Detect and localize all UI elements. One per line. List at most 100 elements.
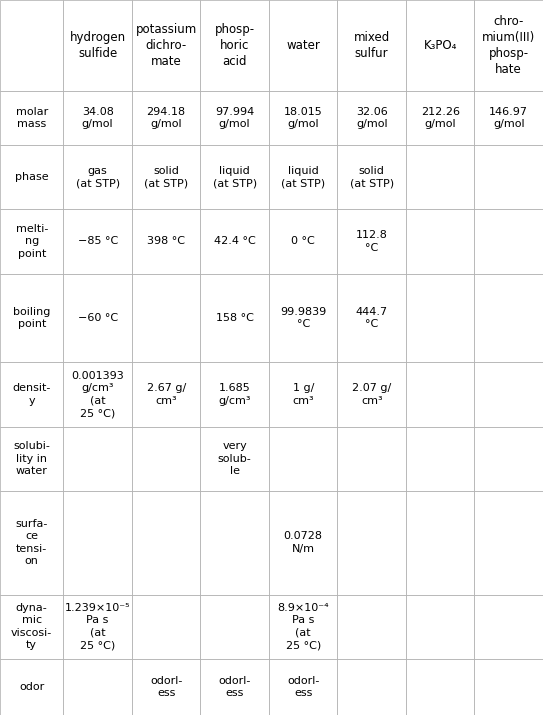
Bar [337, 594, 406, 659]
Bar [406, 659, 475, 715]
Text: 0 °C: 0 °C [292, 237, 315, 247]
Bar [132, 363, 200, 427]
Bar [337, 659, 406, 715]
Bar [269, 145, 337, 209]
Bar [475, 594, 543, 659]
Text: 444.7
°C: 444.7 °C [356, 307, 388, 329]
Text: odor: odor [19, 682, 45, 692]
Text: dyna-
mic
viscosi-
ty: dyna- mic viscosi- ty [11, 603, 52, 650]
Text: mixed
sulfur: mixed sulfur [353, 31, 390, 60]
Bar [269, 0, 337, 91]
Bar [406, 427, 475, 490]
Text: phosp-
horic
acid: phosp- horic acid [214, 23, 255, 68]
Bar [406, 490, 475, 594]
Text: 32.06
g/mol: 32.06 g/mol [356, 107, 388, 129]
Bar [406, 594, 475, 659]
Bar [132, 490, 200, 594]
Bar [64, 594, 132, 659]
Text: hydrogen
sulfide: hydrogen sulfide [70, 31, 126, 60]
Text: 2.07 g/
cm³: 2.07 g/ cm³ [352, 383, 392, 405]
Bar [200, 0, 269, 91]
Text: 1.685
g/cm³: 1.685 g/cm³ [218, 383, 251, 405]
Bar [475, 0, 543, 91]
Text: 294.18
g/mol: 294.18 g/mol [147, 107, 186, 129]
Bar [337, 274, 406, 363]
Bar [0, 209, 64, 274]
Bar [269, 490, 337, 594]
Text: 1 g/
cm³: 1 g/ cm³ [292, 383, 314, 405]
Bar [200, 209, 269, 274]
Bar [475, 427, 543, 490]
Bar [200, 91, 269, 145]
Bar [0, 363, 64, 427]
Bar [200, 363, 269, 427]
Bar [64, 490, 132, 594]
Bar [132, 274, 200, 363]
Bar [200, 594, 269, 659]
Bar [475, 490, 543, 594]
Bar [200, 490, 269, 594]
Text: very
solub-
le: very solub- le [218, 441, 251, 476]
Bar [64, 274, 132, 363]
Bar [0, 659, 64, 715]
Bar [132, 427, 200, 490]
Bar [200, 659, 269, 715]
Bar [406, 0, 475, 91]
Bar [475, 274, 543, 363]
Text: 146.97
g/mol: 146.97 g/mol [489, 107, 528, 129]
Text: K₃PO₄: K₃PO₄ [424, 39, 457, 52]
Bar [0, 594, 64, 659]
Bar [0, 91, 64, 145]
Text: melti-
ng
point: melti- ng point [16, 224, 48, 259]
Bar [200, 274, 269, 363]
Text: odorl-
ess: odorl- ess [287, 676, 319, 698]
Bar [64, 659, 132, 715]
Bar [132, 209, 200, 274]
Bar [337, 427, 406, 490]
Text: 212.26
g/mol: 212.26 g/mol [421, 107, 460, 129]
Text: phase: phase [15, 172, 48, 182]
Text: 97.994
g/mol: 97.994 g/mol [215, 107, 254, 129]
Text: chro-
mium(III)
phosp-
hate: chro- mium(III) phosp- hate [482, 15, 535, 76]
Text: 2.67 g/
cm³: 2.67 g/ cm³ [147, 383, 186, 405]
Bar [269, 594, 337, 659]
Text: solid
(at STP): solid (at STP) [144, 166, 188, 189]
Text: 112.8
°C: 112.8 °C [356, 230, 388, 252]
Text: 0.001393
g/cm³
(at
25 °C): 0.001393 g/cm³ (at 25 °C) [71, 371, 124, 418]
Text: 0.0728
N/m: 0.0728 N/m [283, 531, 323, 554]
Bar [132, 594, 200, 659]
Bar [337, 490, 406, 594]
Bar [337, 209, 406, 274]
Text: boiling
point: boiling point [13, 307, 50, 329]
Bar [269, 274, 337, 363]
Bar [0, 145, 64, 209]
Text: surfa-
ce
tensi-
on: surfa- ce tensi- on [16, 519, 48, 566]
Bar [64, 91, 132, 145]
Text: 8.9×10⁻⁴
Pa s
(at
25 °C): 8.9×10⁻⁴ Pa s (at 25 °C) [277, 603, 329, 650]
Text: liquid
(at STP): liquid (at STP) [281, 166, 325, 189]
Text: gas
(at STP): gas (at STP) [75, 166, 119, 189]
Bar [64, 427, 132, 490]
Bar [64, 209, 132, 274]
Text: 18.015
g/mol: 18.015 g/mol [284, 107, 323, 129]
Text: 1.239×10⁻⁵
Pa s
(at
25 °C): 1.239×10⁻⁵ Pa s (at 25 °C) [65, 603, 130, 650]
Bar [406, 145, 475, 209]
Text: liquid
(at STP): liquid (at STP) [213, 166, 257, 189]
Bar [475, 659, 543, 715]
Bar [64, 145, 132, 209]
Bar [269, 209, 337, 274]
Bar [337, 91, 406, 145]
Text: molar
mass: molar mass [16, 107, 48, 129]
Bar [200, 427, 269, 490]
Bar [269, 659, 337, 715]
Bar [475, 363, 543, 427]
Bar [0, 274, 64, 363]
Bar [0, 490, 64, 594]
Text: 99.9839
°C: 99.9839 °C [280, 307, 326, 329]
Text: odorl-
ess: odorl- ess [218, 676, 251, 698]
Bar [406, 91, 475, 145]
Bar [406, 363, 475, 427]
Text: 398 °C: 398 °C [147, 237, 185, 247]
Bar [406, 209, 475, 274]
Text: 158 °C: 158 °C [216, 313, 254, 323]
